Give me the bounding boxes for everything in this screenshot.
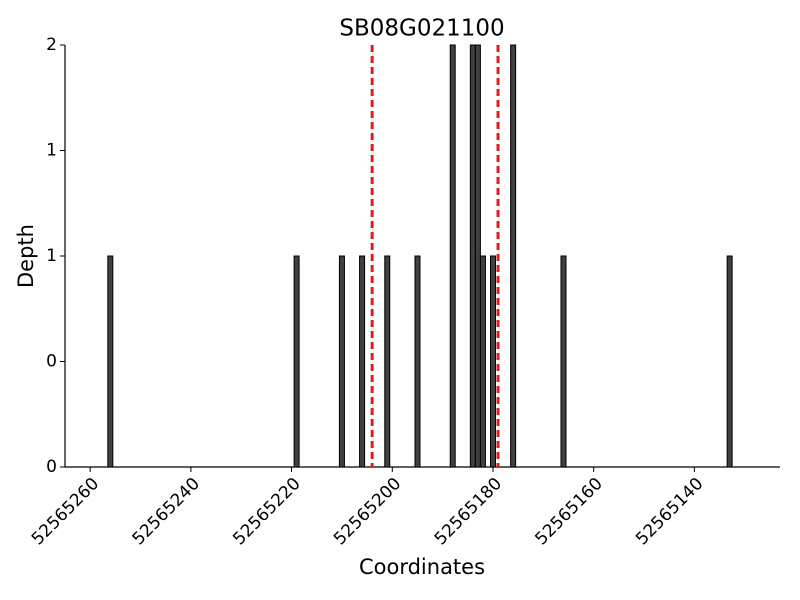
x-tick-label: 52565200 bbox=[330, 474, 405, 549]
bar bbox=[474, 44, 481, 468]
bar bbox=[449, 44, 456, 468]
bar bbox=[107, 255, 114, 468]
x-tick-label: 52565180 bbox=[431, 474, 506, 549]
bar bbox=[510, 44, 517, 468]
bar bbox=[414, 255, 421, 468]
y-tick-label: 1 bbox=[46, 246, 57, 266]
bar bbox=[469, 44, 476, 468]
bar bbox=[489, 255, 496, 468]
x-axis-label: Coordinates bbox=[359, 555, 485, 579]
x-tick-label: 52565140 bbox=[632, 474, 707, 549]
y-tick-label: 0 bbox=[46, 352, 57, 372]
bar bbox=[338, 255, 345, 468]
y-tick-label: 0 bbox=[46, 457, 57, 477]
bar bbox=[384, 255, 391, 468]
x-tick-label: 52565240 bbox=[129, 474, 204, 549]
x-tick-label: 52565260 bbox=[28, 474, 103, 549]
bar bbox=[479, 255, 486, 468]
chart-title: SB08G021100 bbox=[339, 16, 504, 42]
y-tick-label: 2 bbox=[46, 35, 57, 55]
x-tick-label: 52565160 bbox=[531, 474, 606, 549]
bar bbox=[560, 255, 567, 468]
bar bbox=[293, 255, 300, 468]
x-tick-label: 52565220 bbox=[229, 474, 304, 549]
bar bbox=[359, 255, 366, 468]
y-tick-label: 1 bbox=[46, 141, 57, 161]
y-axis-label: Depth bbox=[14, 224, 38, 288]
bar bbox=[726, 255, 733, 468]
